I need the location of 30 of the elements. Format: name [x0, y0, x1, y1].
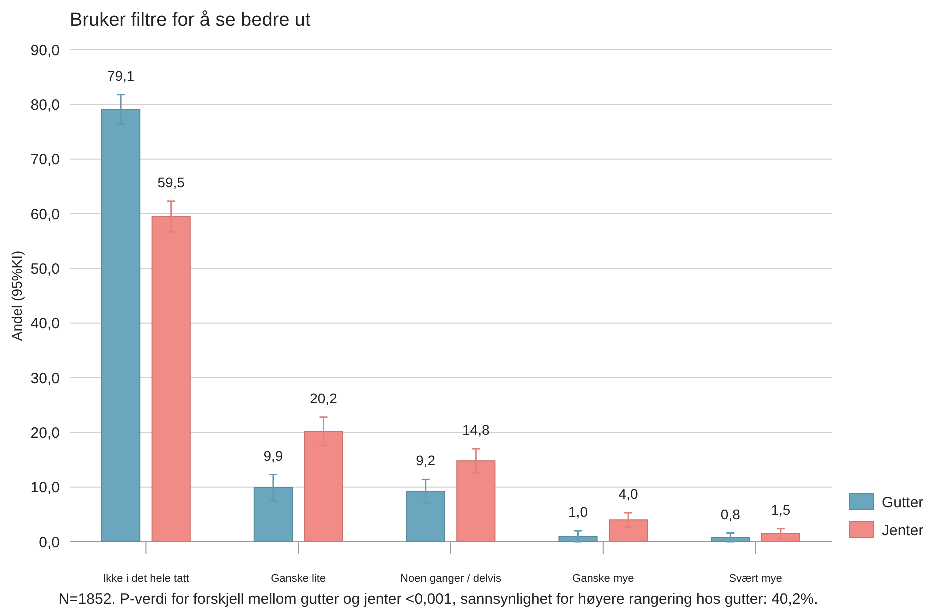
- data-label: 79,1: [107, 68, 135, 84]
- y-axis-title: Andel (95%KI): [9, 250, 25, 342]
- x-tick-label: Ganske mye: [572, 573, 634, 585]
- x-tick-label: Ikke i det hele tatt: [103, 573, 190, 585]
- y-tick-label: 60,0: [30, 206, 60, 224]
- x-tick-label: Noen ganger / delvis: [400, 573, 502, 585]
- legend-label: Gutter: [882, 494, 924, 512]
- chart-title: Bruker filtre for å se bedre ut: [70, 10, 312, 31]
- y-tick-label: 10,0: [30, 480, 60, 497]
- data-label: 14,8: [462, 422, 490, 438]
- x-tick-label: Svært mye: [729, 573, 782, 585]
- y-tick-label: 40,0: [30, 316, 60, 333]
- y-tick-label: 0,0: [39, 534, 60, 552]
- y-tick-label: 70,0: [30, 152, 60, 169]
- data-label: 1,0: [568, 504, 588, 520]
- y-tick-label: 80,0: [30, 96, 60, 114]
- y-tick-label: 90,0: [30, 42, 60, 60]
- data-label: 4,0: [618, 486, 638, 502]
- legend-label: Jenter: [882, 522, 924, 540]
- x-tick-label: Ganske lite: [271, 573, 326, 585]
- text: N=1852. P-verdi for forskjell mellom gutter og jenter <0,001, sannsynlighet for høyere rangering hos gutter: 40,2%.: [58, 591, 818, 608]
- data-label: 0,8: [720, 506, 741, 522]
- y-tick-label: 20,0: [30, 424, 60, 442]
- data-label: 9,2: [416, 452, 436, 469]
- y-tick-label: 50,0: [30, 260, 60, 278]
- data-label: 59,5: [158, 174, 186, 190]
- data-label: 1,5: [771, 502, 791, 518]
- data-label: 20,2: [310, 390, 338, 406]
- y-tick-label: 30,0: [30, 370, 60, 388]
- data-label: 9,9: [264, 448, 284, 464]
